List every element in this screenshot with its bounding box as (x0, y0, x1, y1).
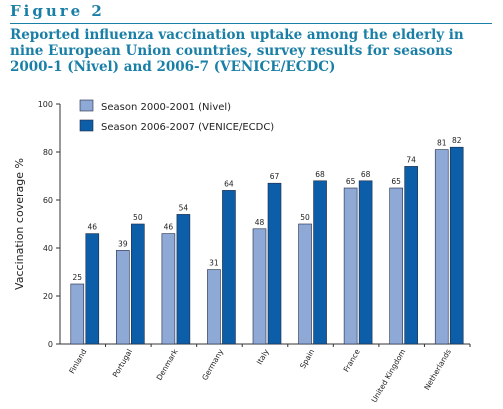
x-category-label: Netherlands (422, 347, 453, 391)
figure-title: Reported influenza vaccination uptake am… (10, 27, 464, 75)
bar-value-label: 81 (437, 139, 447, 148)
bar-season-2000-2001 (434, 149, 449, 345)
bar-season-2006-2007 (358, 180, 373, 345)
bar-value-label: 65 (346, 177, 356, 186)
y-tick-label: 20 (43, 292, 53, 301)
bar-season-2006-2007 (404, 166, 418, 345)
bar-value-label: 65 (391, 177, 401, 186)
bar-season-2000-2001 (343, 187, 358, 345)
x-category-label: Portugal (111, 348, 134, 379)
bar-season-2000-2001 (389, 187, 403, 345)
y-tick-label: 80 (43, 148, 53, 157)
x-category-label: Germany (200, 347, 225, 382)
bar-season-2006-2007 (222, 190, 236, 345)
bar-season-2006-2007 (176, 214, 191, 345)
bar-season-2006-2007 (131, 223, 145, 345)
bar-season-2000-2001 (116, 250, 130, 345)
x-category-label: France (342, 347, 362, 373)
y-tick-label: 0 (48, 340, 53, 349)
bar-season-2000-2001 (298, 223, 312, 345)
x-category-label: Italy (255, 347, 271, 366)
chart-legend: Season 2000-2001 (Nivel) Season 2006-2007… (79, 99, 274, 133)
bar-value-label: 25 (73, 273, 83, 282)
bar-value-label: 68 (361, 170, 371, 179)
x-category-label: United Kingdom (370, 348, 408, 405)
bar-value-label: 39 (118, 239, 128, 248)
bar-value-label: 46 (164, 223, 174, 232)
x-category-label: Spain (298, 347, 316, 370)
bar-season-2000-2001 (207, 269, 221, 345)
y-tick-label: 40 (43, 244, 53, 253)
bar-value-label: 50 (300, 213, 310, 222)
bar-season-2006-2007 (313, 180, 327, 345)
bar-value-label: 54 (179, 203, 189, 212)
legend-swatch (79, 119, 94, 132)
bar-value-label: 64 (224, 179, 234, 188)
bar-season-2006-2007 (85, 233, 100, 345)
x-category-label: Denmark (155, 347, 180, 382)
bar-value-label: 82 (452, 136, 462, 145)
legend-entry-label: Season 2000-2001 (Nivel) (101, 102, 231, 113)
legend-entry-label: Season 2006-2007 (VENICE/ECDC) (101, 122, 274, 133)
bar-value-label: 68 (315, 170, 325, 179)
y-tick-label: 100 (38, 100, 53, 109)
chart-bars: 25 46 39 50 46 54 31 64 48 67 50 68 65 68 65 74 81 82 (70, 136, 464, 345)
bar-value-label: 67 (270, 172, 280, 181)
figure-label-rule (10, 23, 492, 24)
bar-season-2006-2007 (449, 146, 464, 345)
bar-value-label: 50 (133, 213, 143, 222)
y-tick-label: 60 (43, 196, 53, 205)
bar-season-2000-2001 (252, 228, 267, 345)
figure-label: Figure 2 (10, 2, 105, 20)
legend-swatch (79, 99, 94, 112)
bar-value-label: 48 (255, 218, 265, 227)
bar-season-2000-2001 (161, 233, 176, 345)
bar-season-2006-2007 (267, 182, 282, 345)
bar-value-label: 31 (209, 259, 219, 268)
x-category-label: Finland (67, 347, 88, 375)
y-axis-title: Vaccination coverage % (13, 158, 26, 290)
bar-season-2000-2001 (70, 283, 85, 345)
bar-value-label: 74 (406, 155, 416, 164)
bar-value-label: 46 (88, 223, 98, 232)
